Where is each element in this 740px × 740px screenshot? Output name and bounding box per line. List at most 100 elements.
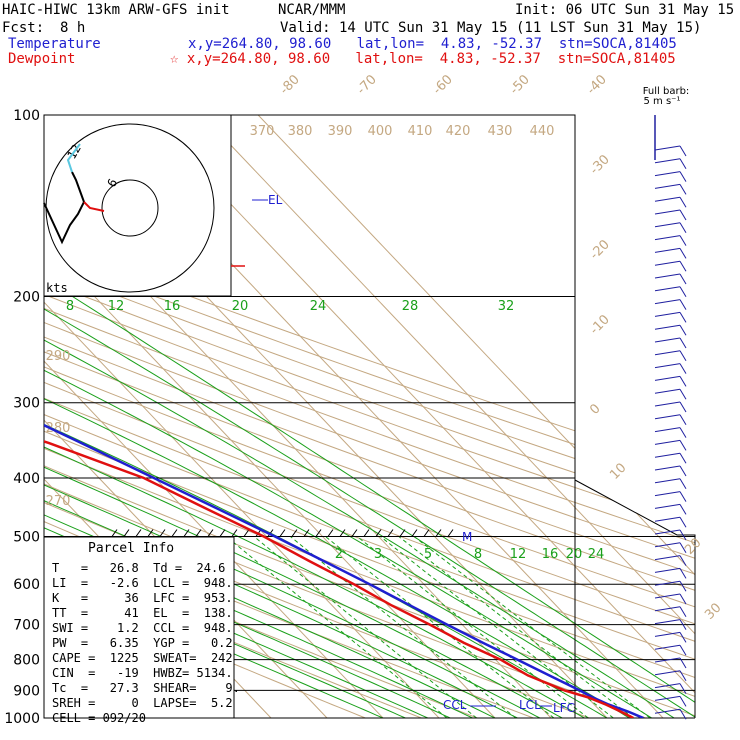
hatch-mark	[279, 529, 286, 537]
barb-legend-units: 5 m s⁻¹	[644, 96, 681, 107]
wind-barb	[679, 440, 687, 451]
isotherm-label: -20	[587, 237, 613, 263]
wind-barb	[654, 183, 681, 189]
wind-barb	[654, 401, 681, 407]
isotherm-label: -80	[277, 72, 303, 98]
isotherm-label: -40	[584, 72, 610, 98]
theta-label: 430	[488, 124, 513, 139]
pressure-tick-label: 1000	[4, 711, 40, 727]
lcl-label: LCL	[519, 698, 541, 712]
mixing-ratio-label: 8	[66, 299, 74, 314]
parcel-info-row: Tc = 27.3 SHEAR= 9.	[52, 681, 240, 695]
wind-barb	[679, 363, 687, 374]
legend-dewpoint: Dewpoint	[8, 51, 76, 67]
wind-barb	[654, 695, 681, 701]
isotherm-line	[44, 115, 384, 718]
isotherm-label: 10	[607, 461, 629, 483]
model-title: HAIC-HIWC 13km ARW-GFS init	[2, 2, 230, 18]
theta-label: 270	[46, 494, 71, 509]
hatch-mark	[351, 529, 358, 537]
wind-barb	[654, 657, 681, 663]
wind-barb	[679, 516, 687, 528]
hatch-mark	[339, 529, 346, 537]
isotherm-label: 0	[587, 401, 603, 417]
wind-barb	[654, 324, 681, 330]
wind-barb	[679, 619, 687, 630]
wind-barb	[654, 619, 681, 625]
wind-barb	[679, 568, 687, 579]
wind-barb	[679, 670, 687, 682]
valid-time: Valid: 14 UTC Sun 31 May 15 (11 LST Sun …	[280, 20, 702, 36]
hatch-mark	[435, 529, 442, 537]
wind-barb	[654, 427, 681, 433]
mixing-ratio-label: 3	[374, 547, 382, 562]
pressure-tick-label: 300	[13, 396, 40, 412]
wind-barb	[679, 260, 687, 272]
mixing-ratio-label: 24	[588, 547, 605, 562]
wind-barb	[679, 427, 687, 438]
theta-label: 390	[328, 124, 353, 139]
wind-barb	[654, 670, 681, 676]
theta-label: 440	[530, 124, 555, 139]
wind-barb	[654, 363, 681, 369]
mixing-ratio-line	[325, 536, 555, 718]
wind-barb	[679, 683, 687, 694]
temperature-location: x,y=264.80, 98.60 lat,lon= 4.83, -52.37 …	[188, 36, 677, 52]
wind-barb	[679, 708, 687, 720]
isotherm-label: -50	[507, 72, 533, 98]
wind-barb	[654, 209, 681, 215]
hatch-mark	[315, 529, 322, 537]
dry-adiabat-line	[44, 115, 695, 718]
parcel-info-row: CELL = 092/20	[52, 711, 146, 725]
wind-barb	[654, 247, 681, 253]
parcel-info-row: SREH = 0 LAPSE= 5.2	[52, 696, 233, 710]
mixing-ratio-label: 20	[232, 299, 249, 314]
theta-label: 290	[46, 349, 71, 364]
dry-adiabat-line	[44, 115, 695, 718]
theta-label: 280	[46, 421, 71, 436]
pressure-tick-label: 700	[13, 618, 40, 634]
hatch-mark	[375, 529, 382, 537]
dry-adiabat-line	[44, 115, 695, 718]
parcel-info-row: PW = 6.35 YGP = 0.2	[52, 636, 233, 650]
hatch-mark	[195, 529, 202, 537]
hodograph-ring-inner	[101, 179, 159, 237]
wind-barb	[679, 388, 687, 400]
wind-barb	[654, 452, 681, 458]
hodograph-trace	[83, 201, 105, 212]
wind-barb	[654, 555, 681, 561]
isotherm-line	[145, 115, 695, 718]
hatch-mark	[303, 529, 310, 537]
wind-barb	[654, 145, 681, 151]
wind-barb	[679, 209, 687, 221]
mixing-ratio-label: 12	[510, 547, 527, 562]
hatch-mark	[231, 529, 238, 537]
dry-adiabat-line	[44, 115, 695, 718]
hatch-mark	[183, 529, 190, 537]
ccl-label: CCL	[443, 698, 467, 712]
isotherm-line	[201, 115, 695, 718]
hatch-mark	[387, 529, 394, 537]
wind-barb	[654, 439, 681, 445]
wind-barb	[654, 388, 681, 394]
wind-barb	[679, 465, 687, 477]
isotherm-line	[44, 115, 440, 718]
wind-barb	[679, 555, 687, 566]
wind-barb	[679, 184, 687, 195]
mixing-ratio-line	[398, 536, 634, 718]
temperature-profile	[44, 115, 644, 718]
hatch-mark	[399, 529, 406, 537]
wind-barb	[654, 196, 681, 202]
dry-adiabat-line	[44, 115, 422, 718]
isotherm-label: -70	[354, 72, 380, 98]
wind-barb	[679, 312, 687, 323]
dry-adiabat-line	[44, 115, 695, 718]
wind-barb	[679, 171, 687, 182]
pressure-tick-label: 600	[13, 577, 40, 593]
wind-barb	[679, 504, 687, 515]
hatch-mark	[363, 529, 370, 537]
dry-adiabat-line	[44, 115, 695, 718]
hatch-mark	[123, 529, 130, 537]
wind-barb	[679, 376, 687, 387]
wind-barb	[654, 414, 681, 420]
